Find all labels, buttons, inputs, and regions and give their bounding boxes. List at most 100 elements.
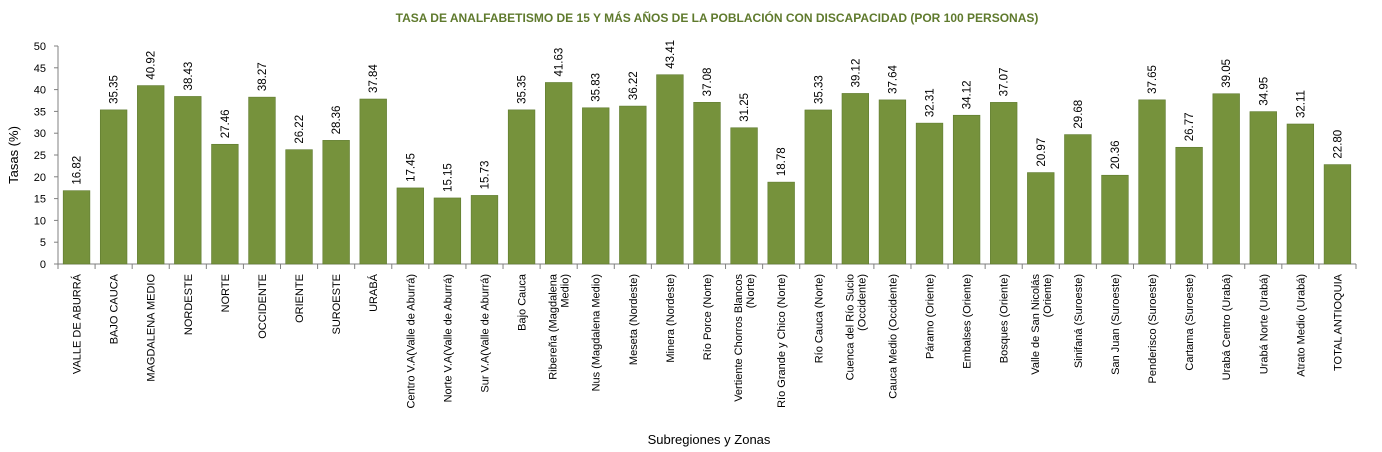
bar xyxy=(62,190,91,265)
bar xyxy=(322,140,350,265)
bar xyxy=(359,98,387,265)
data-label: 27.46 xyxy=(220,109,232,138)
bar xyxy=(1138,99,1166,265)
bar xyxy=(137,85,165,265)
bar xyxy=(767,181,795,265)
x-tick-label: TOTAL ANTIOQUIA xyxy=(1332,273,1344,371)
data-label: 31.25 xyxy=(739,93,751,122)
data-label: 37.65 xyxy=(1147,65,1159,94)
x-tick-label: NORDESTE xyxy=(183,274,195,335)
data-label: 39.05 xyxy=(1221,59,1233,88)
data-label: 16.82 xyxy=(72,156,84,185)
bar xyxy=(1175,146,1203,265)
x-tick-label: Sur V.A(Valle de Aburrá) xyxy=(479,274,491,393)
bar xyxy=(470,195,499,265)
y-tick-label: 15 xyxy=(34,194,46,206)
y-tick-label: 40 xyxy=(34,85,46,97)
bar xyxy=(952,114,981,265)
data-label: 34.95 xyxy=(1258,77,1270,106)
bar xyxy=(99,109,128,265)
x-tick-label: BAJO CAUCA xyxy=(109,273,121,344)
bar xyxy=(248,96,276,265)
bar xyxy=(1064,134,1092,265)
x-tick-label: MAGDALENA MEDIO xyxy=(146,274,158,382)
data-label: 37.84 xyxy=(368,64,380,93)
data-label: 28.36 xyxy=(331,106,343,135)
data-label: 35.33 xyxy=(813,75,825,104)
x-tick-label: Minera (Nordeste) xyxy=(665,274,677,363)
data-label: 43.41 xyxy=(665,40,677,69)
x-tick-label: Ribereña (Magdalena xyxy=(548,273,560,380)
x-tick-label: (Oriente) xyxy=(1042,274,1054,317)
bar xyxy=(545,82,573,265)
data-label: 38.43 xyxy=(183,62,195,91)
x-tick-label: Urabá Centro (Urabá) xyxy=(1221,274,1233,380)
x-tick-label: Páramo (Oriente) xyxy=(925,274,937,359)
data-label: 15.15 xyxy=(442,163,454,192)
x-axis-title: Subregiones y Zonas xyxy=(648,432,771,447)
data-label: 37.64 xyxy=(887,65,899,94)
data-label: 20.97 xyxy=(1036,138,1048,167)
x-tick-label: Medio) xyxy=(560,274,572,308)
x-tick-label: Centro V.A(Valle de Aburrá) xyxy=(405,274,417,409)
data-label: 29.68 xyxy=(1073,100,1085,129)
bar xyxy=(1212,93,1240,265)
data-label: 37.07 xyxy=(999,68,1011,97)
y-tick-label: 10 xyxy=(34,215,46,227)
data-label: 32.31 xyxy=(925,88,937,117)
bar xyxy=(211,143,239,265)
x-tick-label: NORTE xyxy=(220,274,232,312)
bar xyxy=(582,107,610,265)
x-tick-label: URABÁ xyxy=(367,273,380,312)
data-label: 32.11 xyxy=(1295,90,1307,118)
data-label: 38.27 xyxy=(257,62,269,91)
x-tick-label: Urabá Norte (Urabá) xyxy=(1258,274,1270,374)
chart-title: TASA DE ANALFABETISMO DE 15 Y MÁS AÑOS D… xyxy=(395,11,1039,25)
bar xyxy=(878,99,907,265)
y-tick-label: 25 xyxy=(34,150,46,162)
y-tick-label: 20 xyxy=(34,172,46,184)
y-tick-label: 45 xyxy=(34,63,46,75)
data-label: 34.12 xyxy=(962,80,974,109)
x-tick-label: Bosques (Oriente) xyxy=(999,274,1011,363)
data-label: 20.36 xyxy=(1110,140,1122,169)
bar xyxy=(693,102,721,265)
data-label: 40.92 xyxy=(146,51,158,80)
y-tick-label: 30 xyxy=(34,128,46,140)
x-tick-label: Río Cauca (Norte) xyxy=(813,274,825,363)
bar xyxy=(915,122,944,265)
y-tick-label: 50 xyxy=(34,41,46,53)
x-tick-label: OCCIDENTE xyxy=(257,274,269,339)
data-label: 36.22 xyxy=(628,71,640,100)
bar xyxy=(841,93,869,265)
x-tick-label: Cuenca del Río Sucio xyxy=(844,274,856,380)
x-tick-label: Valle de San Nicolás xyxy=(1030,274,1042,375)
bar xyxy=(656,74,684,265)
data-label: 17.45 xyxy=(405,153,417,182)
x-tick-label: (Occidente) xyxy=(856,274,868,331)
bar xyxy=(1286,123,1315,265)
bar xyxy=(396,187,424,265)
y-axis-title: Tasas (%) xyxy=(6,126,21,184)
bar xyxy=(1323,164,1352,265)
x-tick-label: SUROESTE xyxy=(331,274,343,335)
bar xyxy=(1101,174,1129,265)
x-tick-label: VALLE DE ABURRÁ xyxy=(71,273,84,374)
y-tick-label: 0 xyxy=(40,259,46,271)
bar xyxy=(619,105,647,265)
x-tick-label: Sinifaná (Suroeste) xyxy=(1073,274,1085,368)
x-tick-label: (Norte) xyxy=(745,274,757,308)
data-label: 18.78 xyxy=(776,147,788,176)
bar xyxy=(730,127,758,265)
x-tick-label: Meseta (Nordeste) xyxy=(628,274,640,365)
x-tick-label: Embalses (Oriente) xyxy=(962,274,974,369)
x-tick-label: Río Porce (Norte) xyxy=(702,274,714,360)
x-tick-label: Atrato Medio (Urabá) xyxy=(1295,274,1307,377)
data-label: 35.83 xyxy=(591,73,603,102)
bar xyxy=(507,109,536,265)
x-tick-label: Río Grande y Chico (Norte) xyxy=(776,274,788,408)
bar xyxy=(433,197,462,265)
x-tick-label: Nus (Magdalena Medio) xyxy=(591,274,603,391)
